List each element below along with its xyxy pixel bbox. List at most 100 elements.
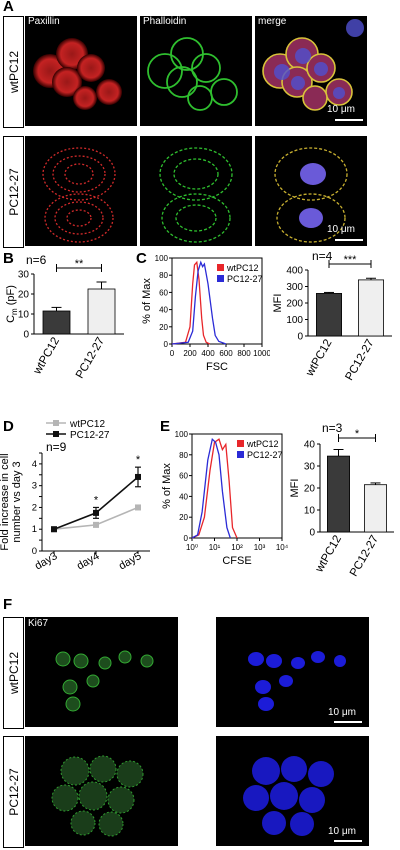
- row-label-box-wt: wtPC12: [3, 16, 24, 128]
- y-tick-label: 100: [155, 254, 169, 263]
- y-tick-label: 10: [18, 310, 30, 321]
- legend-marker: [53, 420, 59, 426]
- y-tick-label: 4: [32, 459, 37, 470]
- legend-marker: [53, 431, 59, 437]
- scale-bar-f1: [334, 721, 362, 723]
- x-tick-label: 800: [237, 349, 251, 358]
- n-label: n=9: [46, 440, 67, 454]
- panel-b-chart: 0 10 20 30 wtPC12 PC12-27 ** n=6 Cm (pF): [5, 253, 124, 381]
- col-label-paxillin: Paxillin: [28, 16, 60, 27]
- y-tick-label: 80: [159, 271, 168, 280]
- stain-label-ki67: Ki67: [28, 618, 49, 629]
- legend-swatch: [217, 275, 224, 282]
- data-point: [51, 526, 57, 533]
- y-tick-label: 20: [304, 484, 316, 495]
- micrograph-merge-27: 10 μm: [255, 136, 367, 246]
- row-label-box-f-27: PC12-27: [3, 736, 24, 848]
- bar-pc12-27: [364, 484, 388, 533]
- micrograph-dapi-wt: 10 μm: [216, 617, 369, 727]
- data-point: [93, 509, 99, 516]
- panel-c-bar-chart: 0 100 200 300 400 wtPC12 PC12-27 *** n=4 MFI: [272, 252, 392, 383]
- ki67-wt-cells: [55, 650, 154, 712]
- micrograph-paxillin-27: [25, 136, 137, 246]
- micrograph-merge-wt: merge 10 μm: [255, 16, 367, 126]
- scale-bar-label-f2: 10 μm: [328, 826, 356, 837]
- legend-swatch: [217, 264, 224, 271]
- legend-label: PC12-27: [227, 274, 263, 284]
- significance-star: *: [136, 454, 141, 466]
- bar-wtpc12: [327, 455, 351, 533]
- y-tick-label: 400: [286, 266, 303, 277]
- y-tick-label: 30: [18, 270, 30, 281]
- scale-bar-f2: [334, 840, 362, 842]
- scale-bar-label-a1: 10 μm: [327, 104, 355, 115]
- legend-label: PC12-27: [247, 450, 283, 460]
- n-label: n=3: [322, 421, 343, 435]
- row-label-pc12-27: PC12-27: [6, 168, 21, 216]
- x-category-label: PC12-27: [348, 534, 381, 579]
- x-category-label: wtPC12: [31, 336, 62, 378]
- data-point: [135, 473, 141, 480]
- y-tick-label: 40: [304, 440, 316, 451]
- y-tick-label: 0: [32, 546, 37, 557]
- row-label-wtpc12: wtPC12: [6, 50, 21, 94]
- n-label: n=4: [312, 252, 333, 263]
- y-tick-label: 200: [286, 299, 303, 310]
- micrograph-ki67-27: [25, 736, 178, 846]
- panel-f-letter: F: [3, 596, 13, 613]
- panel-e-histogram: 0 20 40 60 80 100 10⁰ 10¹ 10² 10³ 10⁴ wtPC12PC12-27…: [161, 430, 289, 567]
- paxillin-27-cells: [42, 147, 116, 243]
- x-category-label: wtPC12: [304, 338, 335, 380]
- y-tick-label: 0: [23, 330, 29, 341]
- y-tick-label: 60: [179, 472, 188, 481]
- y-tick-label: 60: [159, 288, 168, 297]
- y-axis-label: Cm (pF): [5, 285, 19, 323]
- panel-d-letter: D: [3, 418, 14, 435]
- y-tick-label: 0: [164, 340, 169, 349]
- panel-a-letter: A: [3, 0, 14, 15]
- row-label-box-f-wt: wtPC12: [3, 617, 24, 729]
- y-tick-label: 0: [184, 534, 189, 543]
- data-point: [135, 504, 141, 511]
- significance-star: *: [94, 494, 99, 506]
- x-tick-label: 400: [201, 349, 215, 358]
- micrograph-paxillin-wt: Paxillin: [25, 16, 137, 126]
- x-tick-label: 200: [183, 349, 197, 358]
- x-category-label: PC12-27: [344, 338, 377, 383]
- y-tick-label: 40: [179, 492, 188, 501]
- y-tick-label: 100: [175, 430, 189, 439]
- data-point: [93, 521, 99, 528]
- y-axis-label: MFI: [289, 479, 301, 498]
- y-tick-label: 30: [304, 462, 316, 473]
- legend-label: wtPC12: [69, 419, 105, 430]
- col-label-merge: merge: [258, 16, 287, 27]
- paxillin-wt-cells: [33, 38, 122, 110]
- histogram-series-wtpc12: [171, 260, 211, 345]
- legend-swatch: [237, 451, 244, 458]
- bar-pc12-27: [358, 279, 385, 337]
- scale-bar-a1: [335, 119, 363, 121]
- bar-pc12-27: [87, 288, 116, 335]
- col-label-phalloidin: Phalloidin: [143, 16, 187, 27]
- y-tick-label: 1: [32, 524, 37, 535]
- x-tick-label: 10²: [231, 543, 243, 552]
- phalloidin-wt-cells: [147, 37, 238, 111]
- y-tick-label: 0: [297, 332, 303, 343]
- bar-wtpc12: [42, 310, 71, 335]
- y-axis-label-line2: number vs day 3: [11, 461, 23, 542]
- y-tick-label: 20: [179, 513, 188, 522]
- row-label-box-27: PC12-27: [3, 136, 24, 248]
- merge-27-cells: [274, 147, 348, 243]
- legend-label: wtPC12: [246, 439, 279, 449]
- bar-wtpc12: [316, 293, 343, 337]
- micrograph-ki67-wt: Ki67: [25, 617, 178, 727]
- x-tick-label: 0: [170, 349, 175, 358]
- scale-bar-label-f1: 10 μm: [328, 707, 356, 718]
- panel-e-letter: E: [160, 418, 171, 435]
- x-tick-label: 10⁴: [276, 543, 289, 552]
- panel-c-letter: C: [136, 250, 147, 267]
- y-tick-label: 100: [286, 315, 303, 326]
- histogram-series-pc12-27: [171, 260, 227, 345]
- y-tick-label: 40: [159, 306, 168, 315]
